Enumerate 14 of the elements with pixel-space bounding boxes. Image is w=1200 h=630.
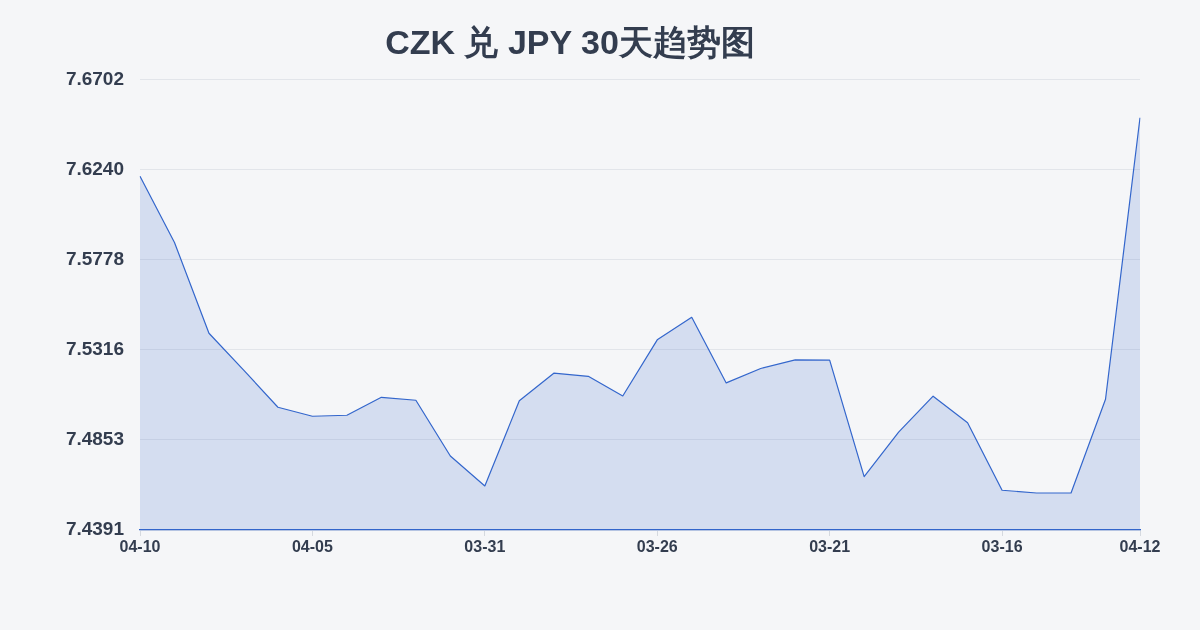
x-tick-label: 03-26 bbox=[636, 538, 678, 556]
x-tick-label: 04-12 bbox=[1119, 538, 1161, 556]
x-tick-label: 04-05 bbox=[291, 538, 333, 556]
x-tick-label: 03-16 bbox=[981, 538, 1023, 556]
y-tick-label: 7.4853 bbox=[65, 428, 124, 450]
x-tick-label: 03-31 bbox=[464, 538, 506, 556]
x-tick-label: 03-21 bbox=[809, 538, 851, 556]
y-tick-label: 7.5778 bbox=[65, 248, 124, 270]
y-tick-label: 7.5316 bbox=[65, 338, 124, 360]
y-tick-label: 7.6240 bbox=[65, 158, 124, 180]
x-tick-label: 04-10 bbox=[119, 538, 161, 556]
y-tick-label: 7.4391 bbox=[65, 518, 125, 540]
y-tick-label: 7.6702 bbox=[65, 68, 124, 90]
chart-title: CZK 兑 JPY 30天趋势图 bbox=[385, 22, 755, 61]
